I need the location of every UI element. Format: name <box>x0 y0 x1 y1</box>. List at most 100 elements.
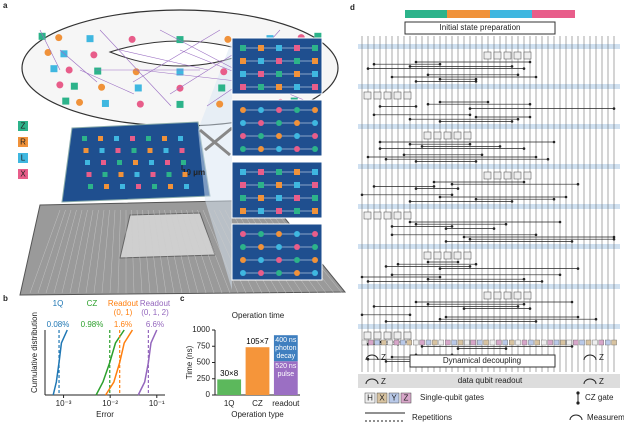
cz-dot <box>372 305 376 308</box>
cz-dot <box>468 237 472 241</box>
tile-qubit <box>258 58 264 64</box>
rep-legend-label: Repetitions <box>412 413 452 422</box>
tile-qubit <box>312 45 318 51</box>
tile-qubit <box>312 120 318 126</box>
cz-dot <box>612 235 616 239</box>
gate-box <box>373 91 382 100</box>
gate-box <box>381 339 387 346</box>
coupler <box>79 69 135 95</box>
scale-bar-label: 10 μm <box>182 168 205 177</box>
package-pin <box>93 209 105 294</box>
y-tick-label: 1000 <box>192 325 210 334</box>
gate-box <box>383 331 392 340</box>
coupler <box>59 49 98 83</box>
chip-qubit <box>101 160 106 165</box>
gate-box <box>483 51 492 60</box>
gate-box <box>413 339 419 346</box>
chip-qubit <box>181 160 186 165</box>
cz-dot <box>372 62 376 66</box>
cz-dot <box>534 233 538 237</box>
gate-box <box>445 339 451 346</box>
chip-qubit <box>134 172 140 177</box>
x-tick-label: 1Q <box>224 399 235 408</box>
cz-dot <box>468 265 472 268</box>
chip-qubit <box>152 184 157 189</box>
gate-box <box>513 291 522 300</box>
zoom-beam <box>198 40 232 290</box>
tile-qubit <box>258 208 264 214</box>
gate-box <box>463 251 472 260</box>
cz-dot <box>576 182 580 186</box>
qubit-node <box>70 82 78 90</box>
y-tick-label: 750 <box>197 341 211 350</box>
gate-legend-box <box>400 392 412 404</box>
cz-dot <box>594 317 598 321</box>
tile-qubit <box>240 133 246 139</box>
meas-icon <box>583 354 597 361</box>
tile-qubit <box>258 120 264 126</box>
tile-qubit <box>258 231 264 237</box>
gate-box <box>477 339 483 346</box>
chip-qubit <box>120 184 125 189</box>
cz-dot <box>552 197 556 201</box>
package-pin <box>37 209 66 294</box>
airbridge <box>199 126 233 157</box>
cz-dot <box>450 225 454 228</box>
gate-legend-label: H <box>367 394 373 403</box>
package-pin <box>191 209 223 294</box>
tile-qubit <box>276 169 282 175</box>
gate-box <box>611 339 617 346</box>
tile-qubit <box>312 169 318 175</box>
meas-icon <box>365 378 379 385</box>
tile-qubit <box>294 195 300 201</box>
prep-box <box>404 21 556 35</box>
cz-dot <box>528 115 532 119</box>
gate-box <box>438 339 444 346</box>
cz-dot <box>366 155 370 159</box>
gate-box <box>363 211 372 220</box>
tile-qubit <box>276 270 282 276</box>
cz-dot <box>432 180 436 184</box>
gate-legend-box <box>364 392 376 404</box>
cz-dot <box>360 193 364 197</box>
gate-box <box>425 339 432 346</box>
segment-label: 520 ns pulse <box>275 363 297 379</box>
package-pin <box>175 209 199 294</box>
tile-qubit <box>294 182 300 188</box>
gate-box <box>523 51 532 60</box>
cz-dot <box>528 60 532 64</box>
cz-dot <box>486 100 490 104</box>
gate-box <box>433 251 442 260</box>
chip-qubit <box>130 136 135 141</box>
cz-dot <box>546 157 550 161</box>
readout-label: data qubit readout <box>458 376 523 385</box>
cz-dot <box>438 317 442 321</box>
x-tick-label: 10⁻³ <box>56 399 72 408</box>
cz-dot <box>414 60 418 64</box>
cz-dot <box>366 357 370 361</box>
cz-dot <box>414 80 418 83</box>
tile-qubit <box>294 169 300 175</box>
tile-qubit <box>294 45 300 51</box>
gate-box <box>503 171 512 180</box>
cz-dot <box>474 77 478 81</box>
meas-basis: Z <box>381 377 386 386</box>
cz-dot <box>414 105 418 108</box>
tile-qubit <box>276 71 282 77</box>
chip-qubit <box>146 136 151 141</box>
cz-dot <box>462 235 466 239</box>
sq-legend-label: Single-qubit gates <box>420 393 484 402</box>
gate-box <box>483 339 489 346</box>
gate-box <box>496 339 502 346</box>
gate-box <box>464 339 470 346</box>
tile-qubit <box>312 71 318 77</box>
gate-box <box>393 339 400 346</box>
qubit-node <box>44 48 52 56</box>
chart-title: Operation time <box>232 311 285 320</box>
tile-qubit <box>294 257 300 263</box>
cz-dot <box>474 262 478 266</box>
tile-qubit <box>240 71 246 77</box>
tile-qubit <box>294 58 300 64</box>
x-tick-label: readout <box>272 399 300 408</box>
